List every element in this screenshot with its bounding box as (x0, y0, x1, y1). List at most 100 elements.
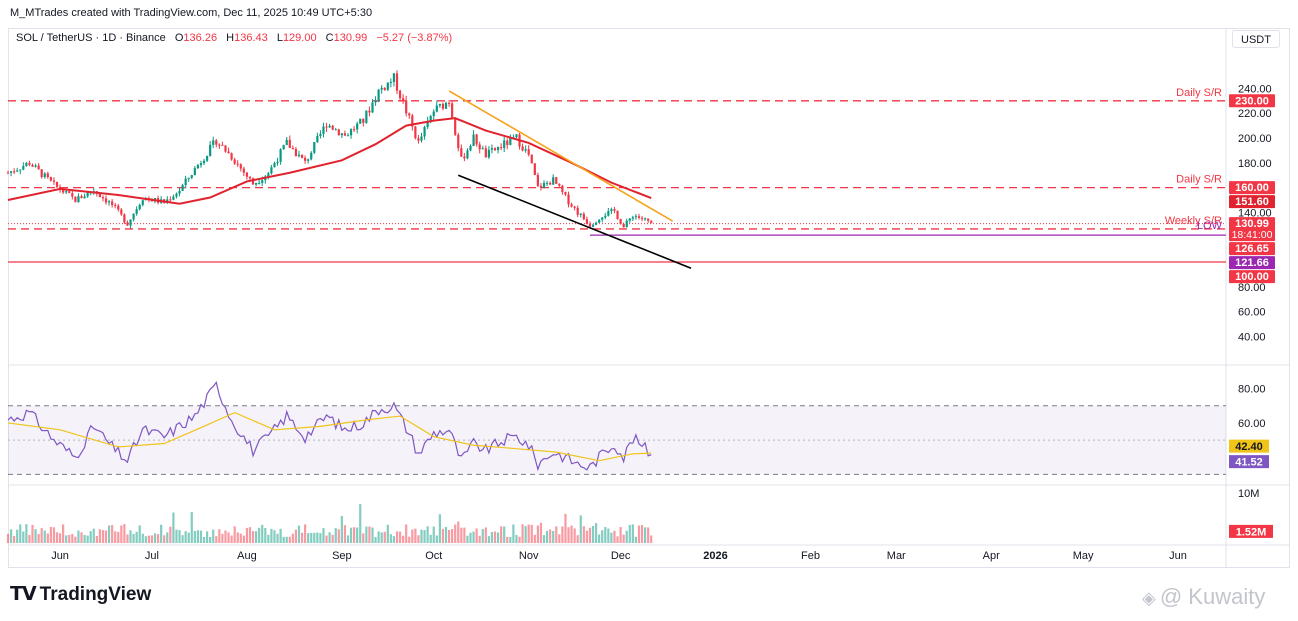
candle-body (607, 211, 610, 216)
volume-bar (34, 529, 37, 543)
candle-body (604, 215, 607, 218)
volume-bar (205, 531, 209, 543)
volume-bar (628, 524, 631, 543)
volume-bar (454, 524, 457, 543)
candle-body (460, 148, 463, 157)
candle-body (454, 118, 457, 135)
volume-bar (245, 527, 249, 543)
time-axis-label: Jul (145, 550, 159, 562)
volume-bar (631, 524, 634, 543)
candle-body (564, 191, 567, 195)
candle-body (331, 125, 334, 130)
volume-bar (114, 531, 117, 543)
candle-body (169, 199, 172, 201)
volume-bar (316, 532, 319, 543)
rsi-tick-label: 60.00 (1238, 418, 1266, 430)
volume-bar (457, 521, 460, 543)
low-label: L (276, 32, 283, 44)
price-badge: 160.00 (1235, 182, 1269, 194)
volume-bar (196, 530, 200, 543)
candle-body (432, 111, 435, 117)
diamond-icon: ◈ (1142, 588, 1156, 608)
candle-body (267, 173, 270, 177)
candle-body (65, 191, 68, 193)
candle-body (601, 217, 604, 220)
candle-body (307, 159, 310, 161)
volume-bar (313, 532, 316, 543)
volume-bar (288, 536, 291, 543)
volume-bar (637, 525, 641, 543)
price-tick-label: 40.00 (1238, 331, 1266, 343)
volume-bar (374, 536, 377, 543)
candle-body (288, 139, 291, 148)
volume-bar (441, 528, 445, 543)
volume-bar (147, 535, 150, 543)
volume-bar (62, 524, 65, 543)
price-tick-label: 60.00 (1238, 307, 1266, 319)
candle-body (380, 87, 383, 90)
price-badge-bg (1229, 94, 1275, 108)
volume-bar (527, 524, 530, 543)
volume-bar (503, 526, 506, 543)
volume-bar (135, 531, 138, 543)
candle-body (408, 113, 411, 116)
volume-bar (129, 530, 132, 543)
open-label: O (174, 32, 184, 44)
volume-bar (6, 533, 10, 543)
symbol-name[interactable]: SOL / TetherUS · 1D · Binance (16, 32, 166, 44)
candle-body (530, 154, 533, 164)
candle-body (111, 201, 114, 205)
volume-bar (518, 536, 521, 543)
candle-body (503, 140, 506, 149)
volume-bar (567, 527, 570, 543)
candle-body (71, 193, 74, 197)
watermark: ◈ @ Kuwaity (1142, 584, 1265, 610)
volume-bar (408, 536, 411, 543)
time-axis-label: Feb (801, 550, 820, 562)
volume-bar (230, 535, 233, 543)
level-label: Daily S/R (1176, 87, 1222, 99)
candle-body (359, 118, 362, 124)
candle-body (377, 89, 380, 101)
candle-body (475, 134, 478, 145)
close-value: 130.99 (333, 32, 368, 44)
volume-bar (304, 524, 307, 543)
volume-bar (610, 532, 613, 543)
volume-bar (545, 530, 549, 543)
candle-body (582, 213, 585, 220)
price-badge-bg (1229, 195, 1275, 209)
candle-body (62, 190, 65, 193)
volume-bar (89, 531, 92, 543)
candle-body (466, 150, 469, 159)
volume-bar (377, 531, 380, 543)
price-tick-label: 180.00 (1238, 158, 1272, 170)
candle-body (598, 219, 601, 223)
price-tick-label: 140.00 (1238, 207, 1272, 219)
price-badge: 121.66 (1235, 257, 1269, 269)
candle-body (496, 147, 500, 151)
candle-body (135, 209, 138, 214)
volume-bar (193, 530, 196, 543)
candle-body (549, 182, 552, 185)
currency-selector[interactable]: USDT (1232, 30, 1280, 48)
moving-average-line (7, 117, 652, 205)
volume-bar (270, 528, 273, 543)
tradingview-logo[interactable]: 𝗧𝗩 TradingView (10, 583, 151, 606)
candle-body (172, 196, 175, 200)
volume-bar (181, 535, 184, 543)
rsi-badge-bg (1229, 439, 1269, 453)
volume-bar (58, 533, 62, 543)
volume-bar (506, 536, 509, 543)
volume-bar (438, 514, 441, 543)
candle-body (588, 223, 592, 227)
volume-bar (199, 530, 203, 543)
volume-bar (13, 536, 16, 543)
volume-bar (233, 526, 236, 543)
volume-bar (591, 526, 595, 543)
candle-body (484, 148, 487, 158)
volume-bar (478, 535, 481, 543)
candle-body (515, 134, 518, 138)
volume-bar (444, 527, 448, 543)
candle-body (619, 219, 622, 225)
